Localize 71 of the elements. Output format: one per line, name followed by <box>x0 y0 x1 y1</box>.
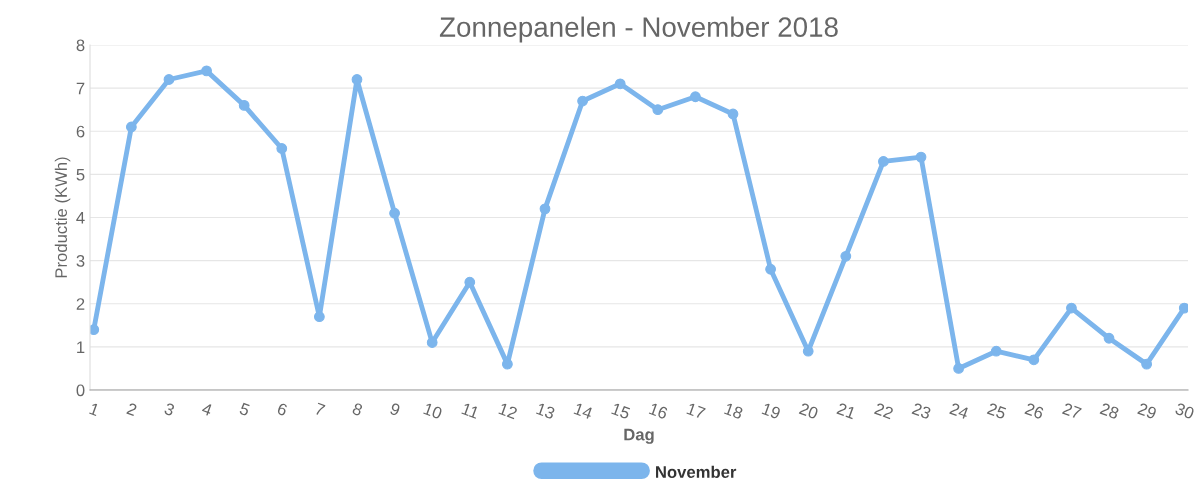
x-tick-label: 10 <box>423 402 443 420</box>
x-tick-label: 8 <box>351 402 364 417</box>
point <box>840 250 852 262</box>
x-tick-label: 2 <box>126 402 138 417</box>
y-tick-label: 7 <box>76 82 85 95</box>
point <box>915 151 927 163</box>
point <box>464 276 476 288</box>
point <box>1178 302 1188 314</box>
x-tick-label: 27 <box>1062 402 1082 420</box>
x-tick-label: 28 <box>1099 402 1120 420</box>
point <box>614 78 626 90</box>
point <box>351 74 363 85</box>
point <box>577 95 588 107</box>
x-tick-label: 4 <box>201 402 213 417</box>
point <box>652 104 664 116</box>
x-tick-label: 16 <box>648 402 669 420</box>
point <box>878 156 889 167</box>
x-tick-label: 25 <box>986 402 1007 420</box>
point <box>1103 332 1115 344</box>
chart-title: Zonnepanelen - November 2018 <box>439 16 838 43</box>
y-tick-label: 0 <box>76 384 85 397</box>
y-tick-label: 5 <box>76 168 85 181</box>
x-tick-label: 11 <box>461 402 480 419</box>
point <box>1066 302 1077 314</box>
x-tick-label: 23 <box>911 402 932 420</box>
point <box>727 108 739 120</box>
y-tick-label: 6 <box>76 125 85 138</box>
point <box>1141 358 1153 370</box>
y-tick-label: 8 <box>76 39 85 52</box>
point <box>314 311 325 323</box>
point <box>690 91 701 103</box>
x-tick-label: 7 <box>314 402 326 417</box>
x-tick-label: 18 <box>723 402 744 420</box>
point <box>238 99 250 111</box>
x-tick-label: 19 <box>761 402 782 420</box>
x-tick-label: 6 <box>276 402 288 417</box>
x-tick-label: 3 <box>163 402 176 417</box>
y-tick-label: 1 <box>77 341 85 353</box>
x-tick-label: 5 <box>238 402 251 417</box>
point <box>765 263 776 275</box>
x-tick-label: 30 <box>1174 402 1195 420</box>
x-tick-label: 20 <box>798 402 819 420</box>
x-tick-label: 21 <box>836 402 857 420</box>
point <box>125 121 137 133</box>
point <box>990 345 1002 357</box>
x-tick-label: 1 <box>89 402 100 417</box>
x-tick-label: 12 <box>498 402 518 420</box>
point <box>163 74 175 85</box>
x-tick-label: 17 <box>686 402 706 420</box>
x-tick-label: 22 <box>874 402 894 420</box>
point <box>426 337 438 348</box>
point <box>389 207 400 219</box>
x-axis-title: Dag <box>624 428 654 444</box>
point <box>1028 354 1040 366</box>
x-tick-label: 15 <box>611 402 631 420</box>
point <box>276 143 288 154</box>
text: November <box>656 465 737 478</box>
x-tick-label: 24 <box>949 402 970 420</box>
x-tick-label: 13 <box>535 402 556 420</box>
y-tick-label: 2 <box>76 298 85 310</box>
x-tick-label: 26 <box>1024 402 1045 420</box>
x-tick-label: 9 <box>389 402 401 417</box>
x-tick-label: 14 <box>573 402 594 420</box>
point <box>201 65 212 77</box>
y-axis-title: Productie (KWh) <box>54 157 71 278</box>
point <box>90 324 100 336</box>
y-tick-label: 4 <box>76 212 85 224</box>
point <box>953 363 964 374</box>
point <box>539 203 551 215</box>
y-tick-label: 3 <box>76 255 85 267</box>
x-tick-label: 29 <box>1137 402 1158 420</box>
